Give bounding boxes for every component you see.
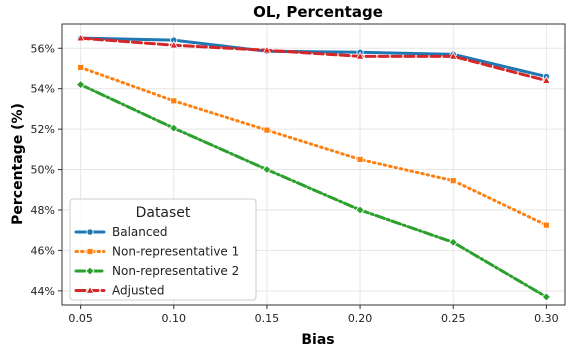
grid-lines	[62, 24, 565, 305]
series-line	[79, 36, 548, 83]
data-point	[449, 177, 457, 185]
legend-marker	[85, 285, 95, 294]
data-point	[355, 205, 365, 215]
data-point	[76, 80, 86, 90]
y-tick-label: 54%	[31, 83, 55, 96]
x-tick-label: 0.25	[441, 312, 466, 325]
legend-box	[69, 198, 257, 301]
data-point	[541, 292, 551, 302]
x-axis-label: Bias	[301, 332, 334, 347]
y-tick-label: 46%	[31, 244, 55, 257]
data-point	[169, 40, 179, 49]
data-point	[170, 97, 178, 105]
series-lines	[76, 33, 551, 302]
legend-entry: Non-representative 2	[74, 264, 239, 278]
legend-entry: Non-representative 1	[74, 245, 239, 259]
legend-marker	[86, 248, 94, 255]
data-point	[76, 33, 86, 42]
plot-frame	[61, 23, 566, 306]
legend-label: Non-representative 1	[112, 245, 239, 259]
axis-ticks: 0.05 0.10 0.15 0.20 0.25 0.30 44% 46% 48% 50% 52% 5…	[31, 42, 559, 325]
y-tick-label: 56%	[31, 42, 55, 55]
data-point	[77, 64, 85, 71]
data-point	[263, 126, 271, 134]
data-point	[541, 75, 551, 84]
y-tick-label: 44%	[31, 285, 55, 298]
data-point	[262, 164, 272, 175]
data-point	[169, 123, 179, 133]
y-tick-label: 48%	[31, 204, 55, 217]
legend-entry: Balanced	[74, 225, 167, 239]
legend: Dataset Balanced Non-representative 1 Non-…	[69, 198, 257, 301]
legend-title: Dataset	[136, 205, 191, 221]
data-point	[542, 221, 550, 229]
data-point	[448, 237, 458, 247]
legend-entry: Adjusted	[74, 284, 165, 298]
chart-title: OL, Percentage	[253, 3, 383, 21]
legend-marker	[86, 228, 94, 236]
data-point	[262, 45, 272, 54]
x-tick-label: 0.05	[68, 312, 93, 325]
legend-label: Adjusted	[112, 284, 165, 298]
x-tick-label: 0.10	[162, 312, 187, 325]
series-2	[77, 64, 550, 229]
x-tick-label: 0.20	[348, 312, 373, 325]
series-line	[79, 83, 548, 299]
series-line	[79, 36, 548, 79]
data-point	[448, 51, 458, 60]
series-1	[77, 34, 550, 81]
y-tick-label: 50%	[31, 164, 55, 177]
legend-label: Balanced	[112, 225, 167, 239]
data-point	[356, 156, 364, 163]
x-tick-label: 0.15	[255, 312, 280, 325]
legend-label: Non-representative 2	[112, 264, 239, 278]
data-point	[355, 51, 365, 60]
series-3	[76, 80, 551, 302]
x-tick-label: 0.30	[534, 312, 559, 325]
y-tick-label: 52%	[31, 123, 55, 136]
y-axis-label: Percentage (%)	[10, 103, 26, 225]
series-line	[79, 65, 548, 227]
legend-marker	[85, 266, 95, 276]
series-4	[76, 33, 551, 84]
